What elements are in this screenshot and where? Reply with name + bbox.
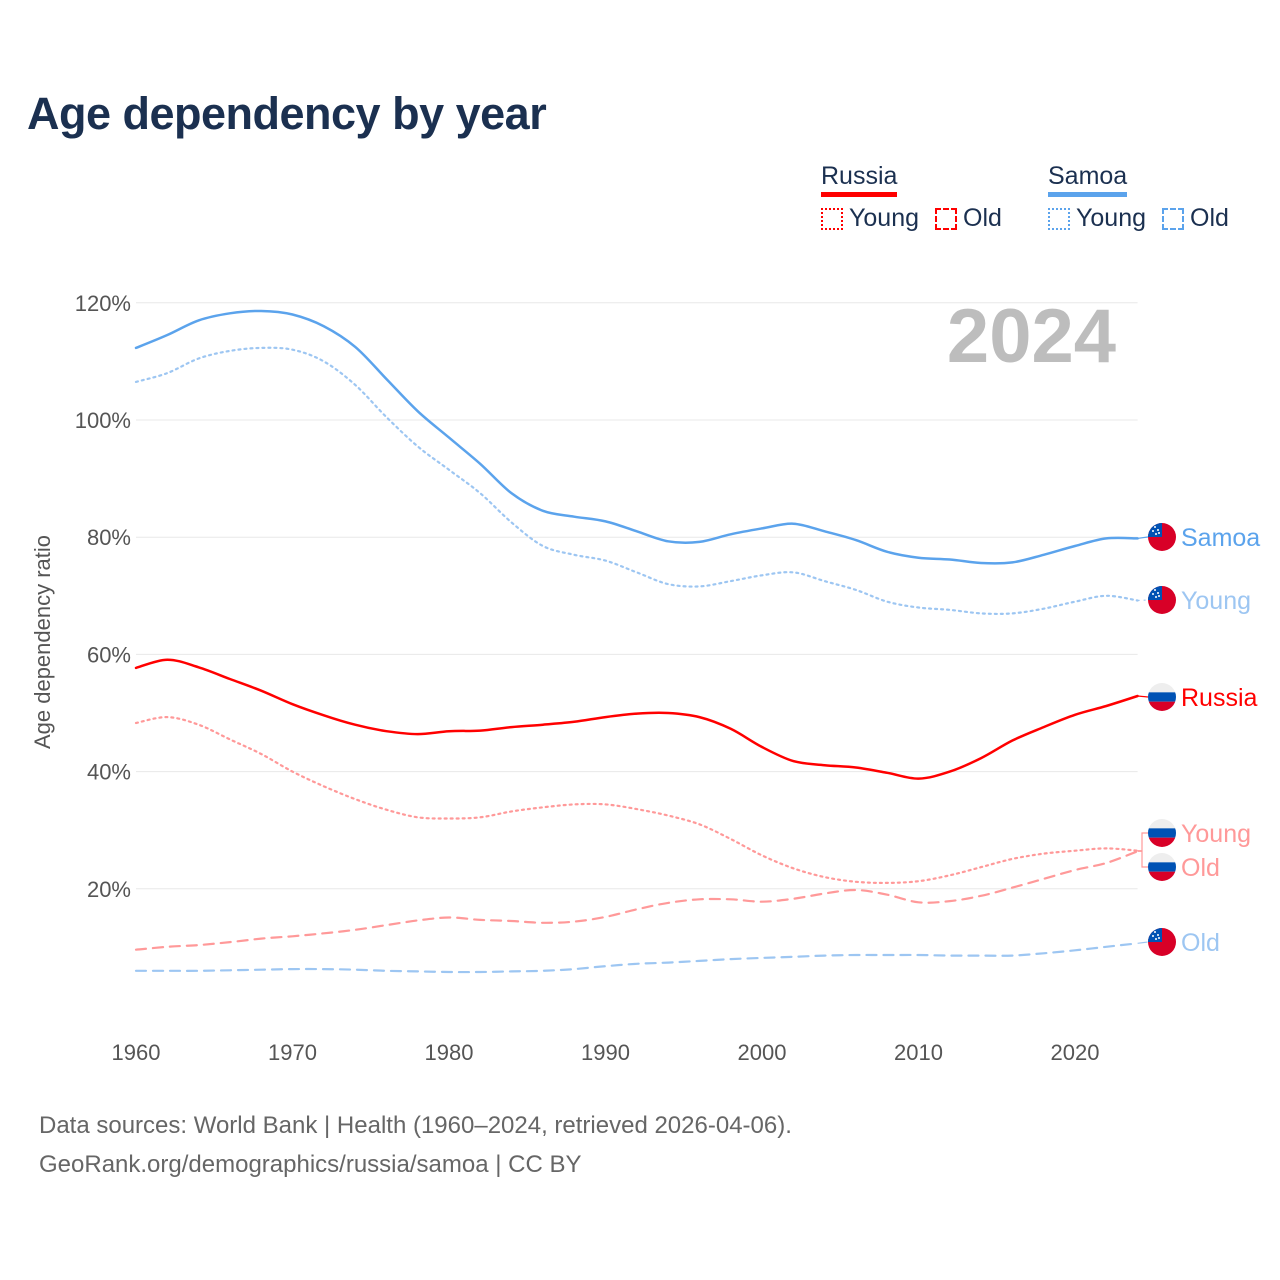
series-line-samoa-old xyxy=(134,942,1139,974)
end-label: Old xyxy=(1181,854,1220,882)
x-tick-label: 1980 xyxy=(425,1040,474,1065)
y-tick-label: 40% xyxy=(87,760,131,785)
x-tick-label: 2020 xyxy=(1051,1040,1100,1065)
legend-samoa-young[interactable]: Young xyxy=(1076,204,1146,232)
russia-flag-icon xyxy=(1148,853,1176,881)
samoa-flag-icon xyxy=(1148,928,1176,956)
dotted-swatch-icon xyxy=(821,207,843,230)
legend-samoa-old[interactable]: Old xyxy=(1190,204,1229,232)
x-tick-label: 1990 xyxy=(581,1040,630,1065)
source-line-2[interactable]: GeoRank.org/demographics/russia/samoa | … xyxy=(39,1151,582,1178)
source-line-1: Data sources: World Bank | Health (1960–… xyxy=(39,1112,792,1139)
series-line-russia xyxy=(134,658,1139,780)
legend-samoa-label: Samoa xyxy=(1048,162,1128,190)
y-tick-label: 120% xyxy=(75,291,131,316)
label-connector xyxy=(1137,695,1149,698)
y-tick-label: 80% xyxy=(87,525,131,550)
x-tick-label: 1960 xyxy=(112,1040,161,1065)
y-axis-label: Age dependency ratio xyxy=(30,535,55,749)
legend-russia: Russia Young Old xyxy=(821,162,1002,233)
russia-flag-icon xyxy=(1148,683,1176,711)
x-tick-label: 2000 xyxy=(738,1040,787,1065)
samoa-flag-icon xyxy=(1148,523,1176,551)
legend-russia-label: Russia xyxy=(821,162,898,190)
end-label: Young xyxy=(1181,587,1251,615)
series-line-samoa-young xyxy=(134,346,1139,616)
dashed-swatch-icon xyxy=(935,207,957,230)
chart-title: Age dependency by year xyxy=(27,88,547,139)
year-watermark: 2024 xyxy=(947,294,1116,379)
y-tick-label: 60% xyxy=(87,642,131,667)
end-label: Samoa xyxy=(1181,524,1260,552)
x-tick-label: 1970 xyxy=(268,1040,317,1065)
end-label: Old xyxy=(1181,929,1220,957)
legend-samoa: Samoa Young Old xyxy=(1048,162,1229,233)
y-tick-label: 100% xyxy=(75,408,131,433)
series-line-russia-young xyxy=(134,715,1139,885)
label-connector xyxy=(1137,536,1149,539)
source-note: Data sources: World Bank | Health (1960–… xyxy=(39,1106,792,1184)
end-label: Russia xyxy=(1181,684,1258,712)
y-tick-label: 20% xyxy=(87,877,131,902)
label-connector xyxy=(1137,941,1149,944)
legend-russia-young[interactable]: Young xyxy=(849,204,919,232)
label-connector xyxy=(1137,832,1148,852)
legend-russia-old[interactable]: Old xyxy=(963,204,1002,232)
dotted-swatch-icon xyxy=(1048,207,1070,230)
russia-flag-icon xyxy=(1148,819,1176,847)
dashed-swatch-icon xyxy=(1162,207,1184,230)
x-tick-label: 2010 xyxy=(894,1040,943,1065)
label-connector xyxy=(1137,850,1148,868)
end-label: Young xyxy=(1181,820,1251,848)
series-line-russia-old xyxy=(134,850,1139,951)
samoa-flag-icon xyxy=(1148,586,1176,614)
series-line-samoa xyxy=(134,309,1139,565)
